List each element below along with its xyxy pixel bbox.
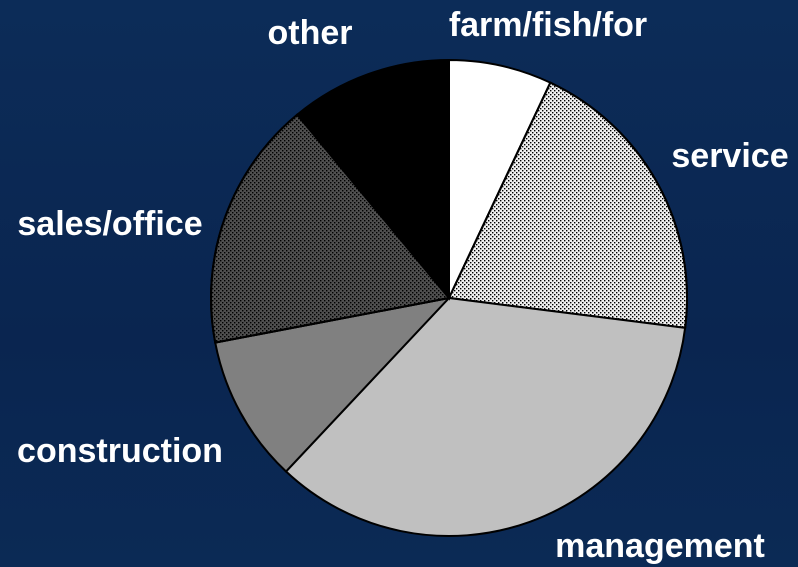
slice-label: management xyxy=(555,527,765,565)
slice-label: other xyxy=(268,14,353,52)
slice-label: service xyxy=(671,137,788,175)
slice-texture xyxy=(210,113,451,344)
pie-slice xyxy=(448,58,552,299)
pie-slice xyxy=(214,296,452,473)
pie-slice xyxy=(284,296,687,537)
slice-label: construction xyxy=(17,432,223,470)
slice-label: sales/office xyxy=(17,205,202,243)
slice-label: farm/fish/for xyxy=(449,6,647,44)
pie-slice xyxy=(295,58,450,301)
slice-texture xyxy=(447,81,688,329)
